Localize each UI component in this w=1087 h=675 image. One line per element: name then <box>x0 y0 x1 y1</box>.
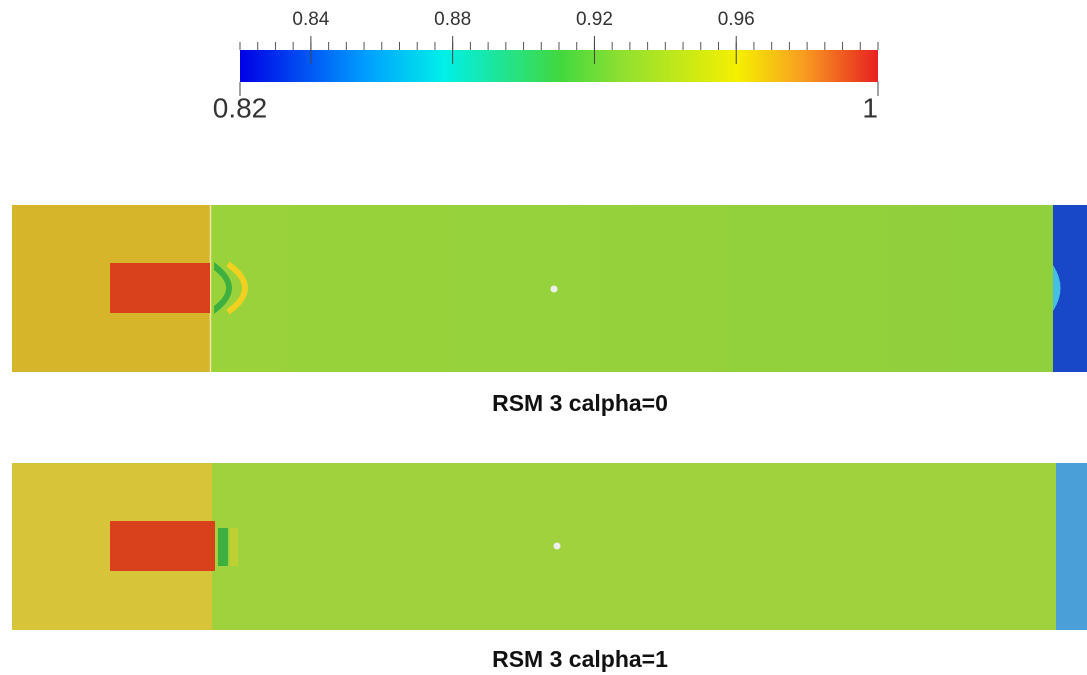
tick-label: 0.88 <box>434 9 471 30</box>
tick-label: 0.84 <box>292 9 329 30</box>
tick-label: 0.96 <box>718 9 755 30</box>
caption: RSM 3 calpha=1 <box>492 646 668 672</box>
range-label: 1 <box>862 92 878 123</box>
tick-label: 0.92 <box>576 9 613 30</box>
caption: RSM 3 calpha=0 <box>492 390 668 416</box>
colorbar <box>240 50 878 82</box>
range-label: 0.82 <box>213 92 268 123</box>
minor-ticks <box>239 42 879 50</box>
panel-2 <box>12 463 1087 630</box>
panel-1 <box>12 205 1087 372</box>
